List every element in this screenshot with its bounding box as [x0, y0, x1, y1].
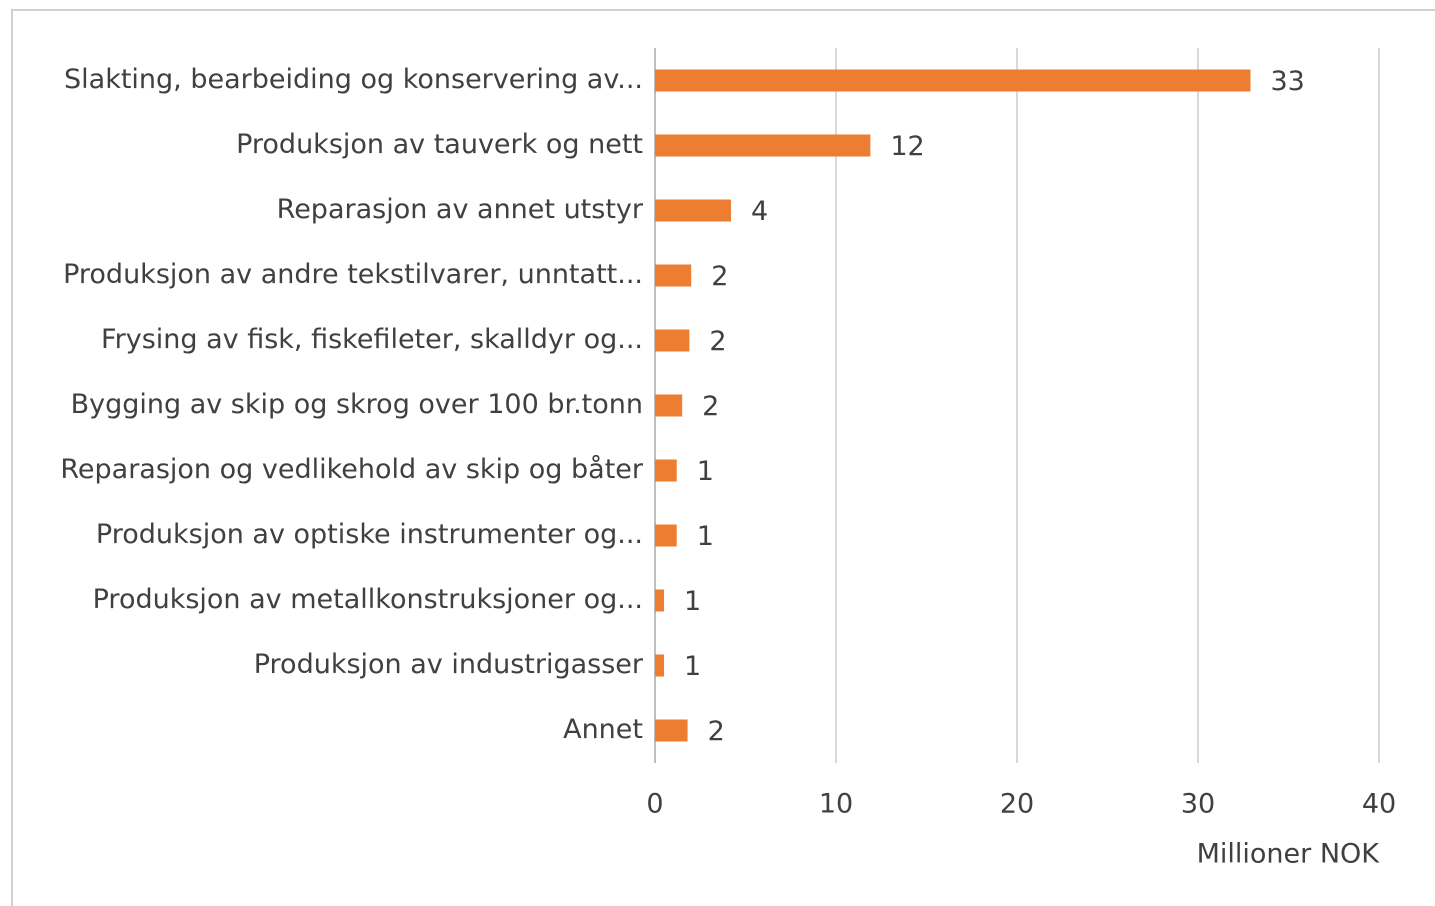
- data-label: 2: [709, 326, 726, 357]
- data-label: 1: [697, 521, 714, 552]
- bar: [655, 459, 677, 482]
- bar: [655, 524, 677, 547]
- bar: [655, 719, 688, 742]
- x-tick-label: 10: [819, 789, 853, 820]
- data-label: 33: [1270, 66, 1304, 97]
- y-tick-label: Slakting, bearbeiding og konservering av…: [64, 64, 643, 95]
- data-label: 12: [890, 131, 924, 162]
- bar: [655, 654, 665, 677]
- data-label: 4: [751, 196, 768, 227]
- bar: [655, 69, 1251, 92]
- y-tick-label: Produksjon av industrigasser: [254, 649, 644, 680]
- x-axis-title: Millioner NOK: [1197, 839, 1381, 870]
- x-tick-label: 30: [1181, 789, 1215, 820]
- y-tick-label: Produksjon av andre tekstilvarer, unntat…: [63, 259, 643, 290]
- data-label: 1: [684, 651, 701, 682]
- data-label: 2: [708, 716, 725, 747]
- y-tick-label: Frysing av fisk, fiskefileter, skalldyr …: [101, 324, 643, 355]
- y-tick-label: Reparasjon av annet utstyr: [277, 194, 644, 225]
- y-tick-label: Produksjon av tauverk og nett: [236, 129, 643, 160]
- x-tick-label: 20: [1000, 789, 1034, 820]
- x-tick-label: 40: [1362, 789, 1396, 820]
- y-tick-label: Produksjon av metallkonstruksjoner og...: [93, 584, 643, 615]
- y-tick-label: Reparasjon og vedlikehold av skip og båt…: [60, 454, 644, 485]
- x-tick-label: 0: [646, 789, 663, 820]
- data-label: 2: [711, 261, 728, 292]
- data-label: 1: [684, 586, 701, 617]
- bar: [655, 329, 690, 352]
- y-tick-label: Annet: [563, 714, 643, 745]
- chart-frame: [11, 9, 1435, 906]
- data-label: 2: [702, 391, 719, 422]
- bar: [655, 134, 871, 157]
- data-label: 1: [697, 456, 714, 487]
- y-tick-label: Produksjon av optiske instrumenter og...: [96, 519, 643, 550]
- bar: [655, 199, 732, 222]
- bar: [655, 394, 683, 417]
- bar: [655, 264, 692, 287]
- y-tick-label: Bygging av skip og skrog over 100 br.ton…: [71, 389, 643, 420]
- bar: [655, 589, 665, 612]
